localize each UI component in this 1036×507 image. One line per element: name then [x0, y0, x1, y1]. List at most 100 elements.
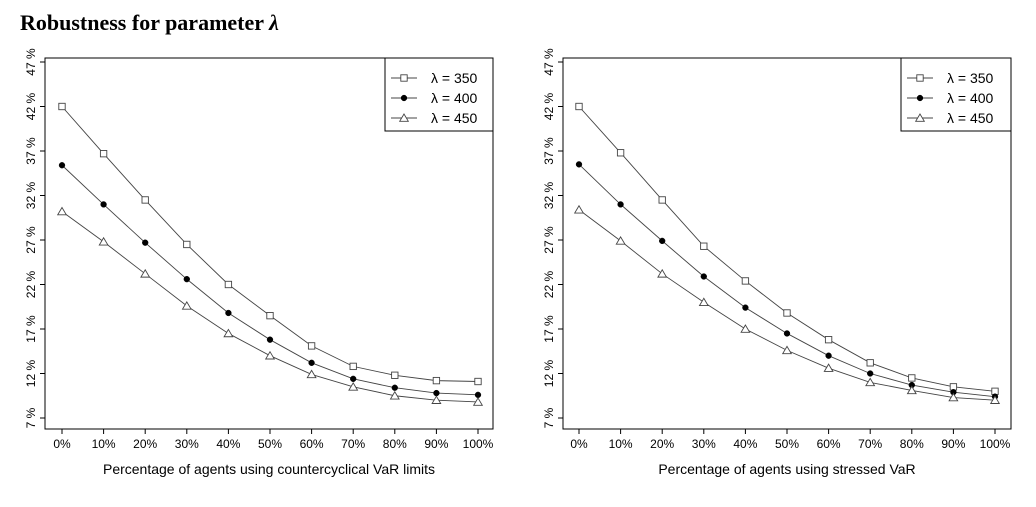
- data-point: [908, 374, 916, 382]
- series-2: [575, 161, 999, 400]
- y-tick-label: 32 %: [542, 181, 556, 209]
- series-line: [578, 164, 996, 398]
- data-point: [181, 300, 192, 310]
- data-point: [142, 239, 149, 246]
- data-point: [308, 359, 315, 366]
- legend-label: λ = 400: [431, 90, 478, 106]
- legend-label: λ = 350: [947, 70, 994, 86]
- plot-frame: [44, 57, 494, 430]
- series-3: [56, 206, 484, 406]
- x-tick-label: 0%: [570, 437, 588, 451]
- data-point: [141, 196, 149, 204]
- data-point: [266, 312, 274, 320]
- x-tick-label: 100%: [463, 437, 494, 451]
- x-tick-label: 10%: [609, 437, 633, 451]
- x-tick-label: 90%: [424, 437, 448, 451]
- y-tick-label: 22 %: [24, 270, 38, 298]
- data-point: [989, 395, 1001, 404]
- data-point: [183, 240, 191, 249]
- series-line: [578, 209, 996, 401]
- x-tick-label: 40%: [216, 437, 240, 451]
- data-point: [700, 242, 708, 250]
- data-point: [391, 384, 398, 391]
- data-point: [306, 369, 317, 379]
- legend-marker: [916, 74, 924, 82]
- x-tick-label: 20%: [650, 437, 674, 451]
- x-axis-label: Percentage of agents using stressed VaR: [658, 461, 915, 477]
- x-tick-label: 80%: [900, 437, 924, 451]
- data-point: [823, 363, 834, 372]
- y-tick-label: 7 %: [24, 407, 38, 428]
- legend: λ = 350 λ = 400 λ = 450: [900, 57, 1012, 132]
- data-point: [431, 395, 442, 404]
- data-point: [474, 391, 482, 399]
- legend-marker: [400, 74, 408, 82]
- data-point: [223, 328, 234, 338]
- data-point: [659, 237, 666, 245]
- data-point: [740, 324, 751, 333]
- x-tick-label: 30%: [692, 437, 716, 451]
- data-point: [698, 297, 709, 307]
- y-tick-label: 27 %: [24, 226, 38, 254]
- y-tick-label: 17 %: [24, 315, 38, 343]
- data-point: [865, 377, 876, 387]
- x-tick-label: 60%: [817, 437, 841, 451]
- data-point: [391, 371, 399, 379]
- y-tick-label: 27 %: [542, 226, 556, 254]
- data-point: [781, 345, 793, 355]
- x-tick-label: 60%: [300, 437, 324, 451]
- data-point: [99, 150, 108, 158]
- data-point: [266, 336, 274, 343]
- y-tick-label: 42 %: [542, 92, 556, 120]
- data-point: [433, 389, 440, 397]
- data-point: [225, 309, 232, 317]
- data-point: [741, 277, 750, 285]
- series-2: [58, 162, 482, 399]
- data-point: [98, 236, 109, 246]
- legend-label: λ = 400: [947, 90, 994, 106]
- y-tick-label: 47 %: [542, 48, 556, 76]
- y-tick-label: 7 %: [542, 407, 556, 428]
- data-point: [58, 102, 66, 111]
- chart-panel-2: 7 % 12 % 17 % 22 % 27 % 32 % 37 % 42 % 47 % 0% 10%…: [542, 48, 1012, 477]
- data-point: [100, 201, 107, 208]
- data-point: [948, 392, 959, 402]
- data-point: [867, 370, 874, 377]
- y-tick-label: 32 %: [24, 181, 38, 209]
- data-point: [224, 280, 233, 289]
- data-point: [472, 397, 484, 406]
- series-1: [575, 102, 999, 395]
- y-tick-label: 17 %: [542, 315, 556, 343]
- x-tick-label: 50%: [775, 437, 799, 451]
- x-tick-label: 30%: [175, 437, 199, 451]
- chart-panel-1: 7 % 12 % 17 % 22 % 27 % 32 % 37 % 42 % 47 % 0% 10%…: [24, 48, 494, 477]
- legend-marker: [916, 94, 924, 102]
- lambda-symbol: λ: [269, 10, 279, 35]
- legend-label: λ = 450: [431, 110, 478, 126]
- data-point: [617, 201, 624, 208]
- page-title: Robustness for parameter λ: [20, 10, 279, 36]
- y-tick-label: 12 %: [542, 359, 556, 387]
- data-point: [575, 161, 583, 168]
- y-tick-label: 22 %: [542, 270, 556, 298]
- data-point: [264, 350, 276, 360]
- data-point: [389, 390, 400, 400]
- y-tick-label: 47 %: [24, 48, 38, 76]
- data-point: [657, 268, 668, 278]
- data-point: [56, 206, 68, 216]
- x-tick-label: 70%: [341, 437, 365, 451]
- data-point: [906, 385, 917, 395]
- page-title-text: Robustness for parameter: [20, 10, 270, 35]
- legend: λ = 350 λ = 400 λ = 450: [384, 57, 494, 132]
- legend-label: λ = 350: [431, 70, 478, 86]
- data-point: [825, 352, 832, 359]
- data-point: [140, 268, 151, 278]
- x-tick-label: 50%: [258, 437, 282, 451]
- series-line: [61, 164, 479, 396]
- data-point: [307, 342, 316, 350]
- data-point: [58, 162, 66, 169]
- data-point: [432, 376, 441, 385]
- y-tick-label: 37 %: [542, 137, 556, 165]
- data-point: [783, 330, 791, 337]
- series-line: [61, 211, 479, 403]
